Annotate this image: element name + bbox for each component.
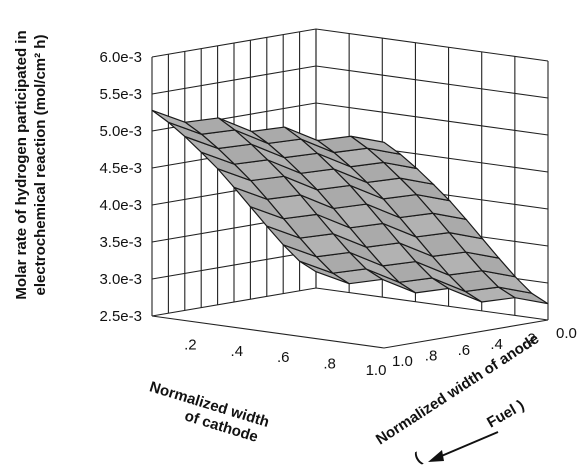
base-edge xyxy=(151,315,549,349)
fuel-label: Fuel ) xyxy=(484,397,527,432)
z-tick-label: 3.0e-3 xyxy=(99,271,142,288)
y-tick-label: .8 xyxy=(425,347,438,364)
x-tick-label: .4 xyxy=(231,343,244,360)
y-tick-label: 1.0 xyxy=(392,353,413,370)
z-tick-label: 3.5e-3 xyxy=(99,234,142,251)
x-tick-labels: .2 .4 .6 .8 1.0 xyxy=(184,336,386,379)
y-tick-labels: 0.0 .2 .4 .6 .8 1.0 xyxy=(392,325,577,370)
x-tick-label: 1.0 xyxy=(366,362,387,379)
y-tick-label: .4 xyxy=(490,336,503,353)
fuel-arrow-shaft xyxy=(431,431,499,461)
x-tick-label: .6 xyxy=(277,349,290,366)
z-axis-label-line1: Molar rate of hydrogen participated in xyxy=(13,30,30,299)
z-gridline xyxy=(151,28,549,62)
y-tick-label: .2 xyxy=(523,331,536,348)
z-gridline xyxy=(151,65,549,99)
z-tick-labels: 2.5e-3 3.0e-3 3.5e-3 4.0e-3 4.5e-3 5.0e-3 5.5e… xyxy=(99,49,142,325)
surface-cell xyxy=(151,109,202,135)
z-tick-label: 5.5e-3 xyxy=(99,86,142,103)
z-tick-label: 2.5e-3 xyxy=(99,308,142,325)
fuel-arrow xyxy=(428,431,499,462)
z-tick-label: 5.0e-3 xyxy=(99,123,142,140)
y-tick-label: .6 xyxy=(458,342,471,359)
fuel-paren: ( xyxy=(411,449,424,466)
surface-mesh xyxy=(151,109,549,305)
z-tick-label: 4.5e-3 xyxy=(99,160,142,177)
z-tick-label: 4.0e-3 xyxy=(99,197,142,214)
x-tick-label: .8 xyxy=(323,356,336,373)
y-tick-label: 0.0 xyxy=(556,325,577,342)
x-tick-label: .2 xyxy=(184,336,197,353)
z-tick-label: 6.0e-3 xyxy=(99,49,142,66)
fuel-arrow-head xyxy=(428,450,444,462)
z-axis-label-line2: electrochemical reaction (mol/cm² h) xyxy=(32,35,49,296)
